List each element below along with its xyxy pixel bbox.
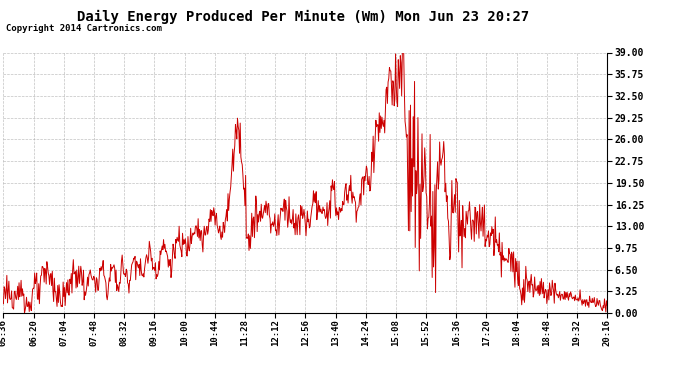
Text: Copyright 2014 Cartronics.com: Copyright 2014 Cartronics.com [6, 24, 161, 33]
Text: Power Produced  (watts/minute): Power Produced (watts/minute) [429, 32, 602, 41]
Text: Daily Energy Produced Per Minute (Wm) Mon Jun 23 20:27: Daily Energy Produced Per Minute (Wm) Mo… [77, 9, 530, 24]
